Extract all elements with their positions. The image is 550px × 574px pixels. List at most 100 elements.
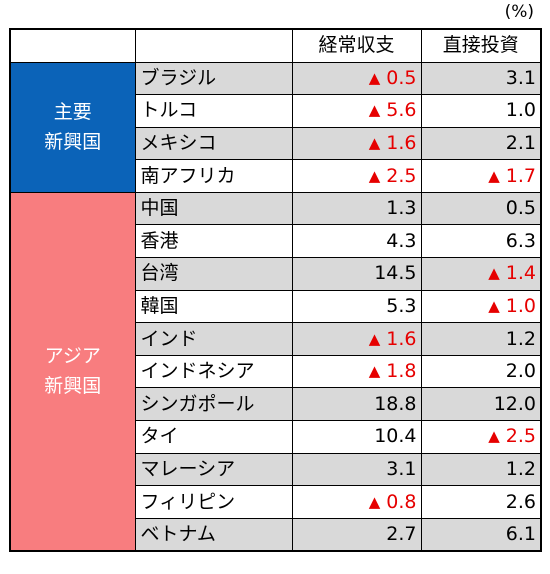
- current-account-value: 10.4: [291, 420, 422, 454]
- region-label-line: アジア: [44, 345, 101, 368]
- direct-investment-value: 0.5: [420, 191, 542, 226]
- region-label: 主要 新興国: [9, 61, 136, 193]
- value-text: 12.0: [493, 392, 536, 415]
- country-name: 南アフリカ: [134, 159, 293, 193]
- region-label-line: 新興国: [44, 131, 102, 154]
- country-name: 韓国: [134, 289, 293, 324]
- current-account-value: 2.7: [291, 517, 422, 552]
- unit-label: (%): [504, 2, 534, 22]
- country-name: マレーシア: [134, 452, 293, 487]
- negative-triangle-icon: ▲: [368, 492, 381, 511]
- value-text: 1.4: [505, 262, 536, 285]
- value-text: 1.7: [505, 164, 536, 187]
- value-text: 6.3: [505, 229, 536, 252]
- value-text: 1.0: [505, 99, 536, 122]
- value-text: 18.8: [374, 392, 417, 415]
- country-name: フィリピン: [134, 485, 293, 519]
- direct-investment-value: 2.1: [420, 126, 542, 161]
- value-text: 6.1: [505, 522, 536, 545]
- value-text: 2.0: [505, 360, 536, 383]
- country-name: メキシコ: [134, 126, 293, 161]
- value-text: 2.1: [505, 131, 536, 154]
- value-text: 0.5: [386, 66, 417, 89]
- value-text: 1.6: [386, 327, 417, 350]
- table-row: 韓国 5.3 ▲ 1.0: [10, 289, 542, 324]
- value-text: 5.3: [386, 294, 417, 317]
- negative-triangle-icon: ▲: [368, 68, 381, 87]
- economic-indicators-table: 経常収支 直接投資 主要 新興国 ブラジル ▲ 0.5 3.1 トルコ ▲ 5.6 1.0 メキシコ…: [9, 28, 542, 552]
- direct-investment-value: 6.3: [420, 224, 542, 259]
- country-name: シンガポール: [134, 387, 293, 422]
- header-direct-investment: 直接投資: [420, 28, 542, 63]
- value-text: 14.5: [374, 262, 417, 285]
- direct-investment-value: ▲ 1.4: [420, 257, 542, 291]
- negative-triangle-icon: ▲: [368, 166, 381, 185]
- table-row: マレーシア 3.1 1.2: [10, 452, 542, 487]
- country-name: インドネシア: [134, 354, 293, 389]
- negative-triangle-icon: ▲: [488, 296, 500, 315]
- header-current-account: 経常収支: [291, 28, 422, 63]
- value-text: 1.8: [386, 360, 417, 383]
- country-name: タイ: [134, 420, 293, 454]
- direct-investment-value: 1.2: [420, 322, 542, 356]
- current-account-value: ▲ 1.8: [291, 354, 422, 389]
- table-row: インドネシア ▲ 1.8 2.0: [10, 354, 542, 389]
- direct-investment-value: ▲ 1.7: [420, 159, 542, 193]
- table-row: メキシコ ▲ 1.6 2.1: [10, 126, 542, 161]
- current-account-value: 3.1: [291, 452, 422, 487]
- region-label: アジア 新興国: [9, 191, 136, 552]
- value-text: 1.3: [386, 197, 417, 220]
- table-row: ベトナム 2.7 6.1: [10, 517, 542, 552]
- direct-investment-value: ▲ 2.5: [420, 420, 542, 454]
- table-row: 主要 新興国 ブラジル ▲ 0.5 3.1: [9, 61, 542, 193]
- value-text: 5.6: [386, 99, 417, 122]
- negative-triangle-icon: ▲: [488, 264, 500, 283]
- value-text: 2.7: [386, 522, 417, 545]
- direct-investment-value: 12.0: [420, 387, 542, 422]
- value-text: 1.6: [386, 131, 417, 154]
- country-name: インド: [134, 322, 293, 356]
- table-body: 経常収支 直接投資 主要 新興国 ブラジル ▲ 0.5 3.1 トルコ ▲ 5.6 1.0 メキシコ…: [9, 28, 542, 552]
- value-text: 3.1: [386, 457, 417, 480]
- value-text: 1.2: [505, 457, 536, 480]
- table-row: 南アフリカ ▲ 2.5 ▲ 1.7: [10, 159, 542, 193]
- value-text: 2.5: [386, 164, 417, 187]
- value-text: 1.0: [505, 294, 536, 317]
- current-account-value: ▲ 0.8: [291, 485, 422, 519]
- header-blank-country: [134, 28, 293, 63]
- table-row: 台湾 14.5 ▲ 1.4: [10, 257, 542, 291]
- country-name: ブラジル: [134, 61, 293, 96]
- current-account-value: ▲ 5.6: [291, 94, 422, 128]
- country-name: ベトナム: [134, 517, 293, 552]
- negative-triangle-icon: ▲: [488, 166, 500, 185]
- value-text: 2.5: [505, 425, 536, 448]
- negative-triangle-icon: ▲: [368, 362, 381, 381]
- value-text: 0.5: [505, 197, 536, 220]
- value-text: 3.1: [505, 66, 536, 89]
- region-label-line: 主要: [53, 101, 92, 124]
- header-row: 経常収支 直接投資: [9, 28, 542, 63]
- value-text: 1.2: [505, 327, 536, 350]
- current-account-value: 18.8: [291, 387, 422, 422]
- direct-investment-value: 1.0: [420, 94, 542, 128]
- current-account-value: 4.3: [291, 224, 422, 259]
- direct-investment-value: ▲ 1.0: [420, 289, 542, 324]
- negative-triangle-icon: ▲: [368, 133, 381, 152]
- value-text: 10.4: [374, 425, 417, 448]
- table-row: アジア 新興国 中国 1.3 0.5: [9, 191, 542, 552]
- negative-triangle-icon: ▲: [368, 101, 381, 120]
- direct-investment-value: 6.1: [420, 517, 542, 552]
- value-text: 0.8: [386, 490, 417, 513]
- direct-investment-value: 2.6: [420, 485, 542, 519]
- direct-investment-value: 1.2: [420, 452, 542, 487]
- region-label-line: 新興国: [44, 375, 102, 398]
- value-text: 2.6: [505, 490, 536, 513]
- country-name: 香港: [134, 224, 293, 259]
- current-account-value: 5.3: [291, 289, 422, 324]
- country-name: トルコ: [134, 94, 293, 128]
- negative-triangle-icon: ▲: [368, 329, 381, 348]
- current-account-value: ▲ 2.5: [291, 159, 422, 193]
- direct-investment-value: 2.0: [420, 354, 542, 389]
- current-account-value: 1.3: [291, 191, 422, 226]
- current-account-value: ▲ 1.6: [291, 322, 422, 356]
